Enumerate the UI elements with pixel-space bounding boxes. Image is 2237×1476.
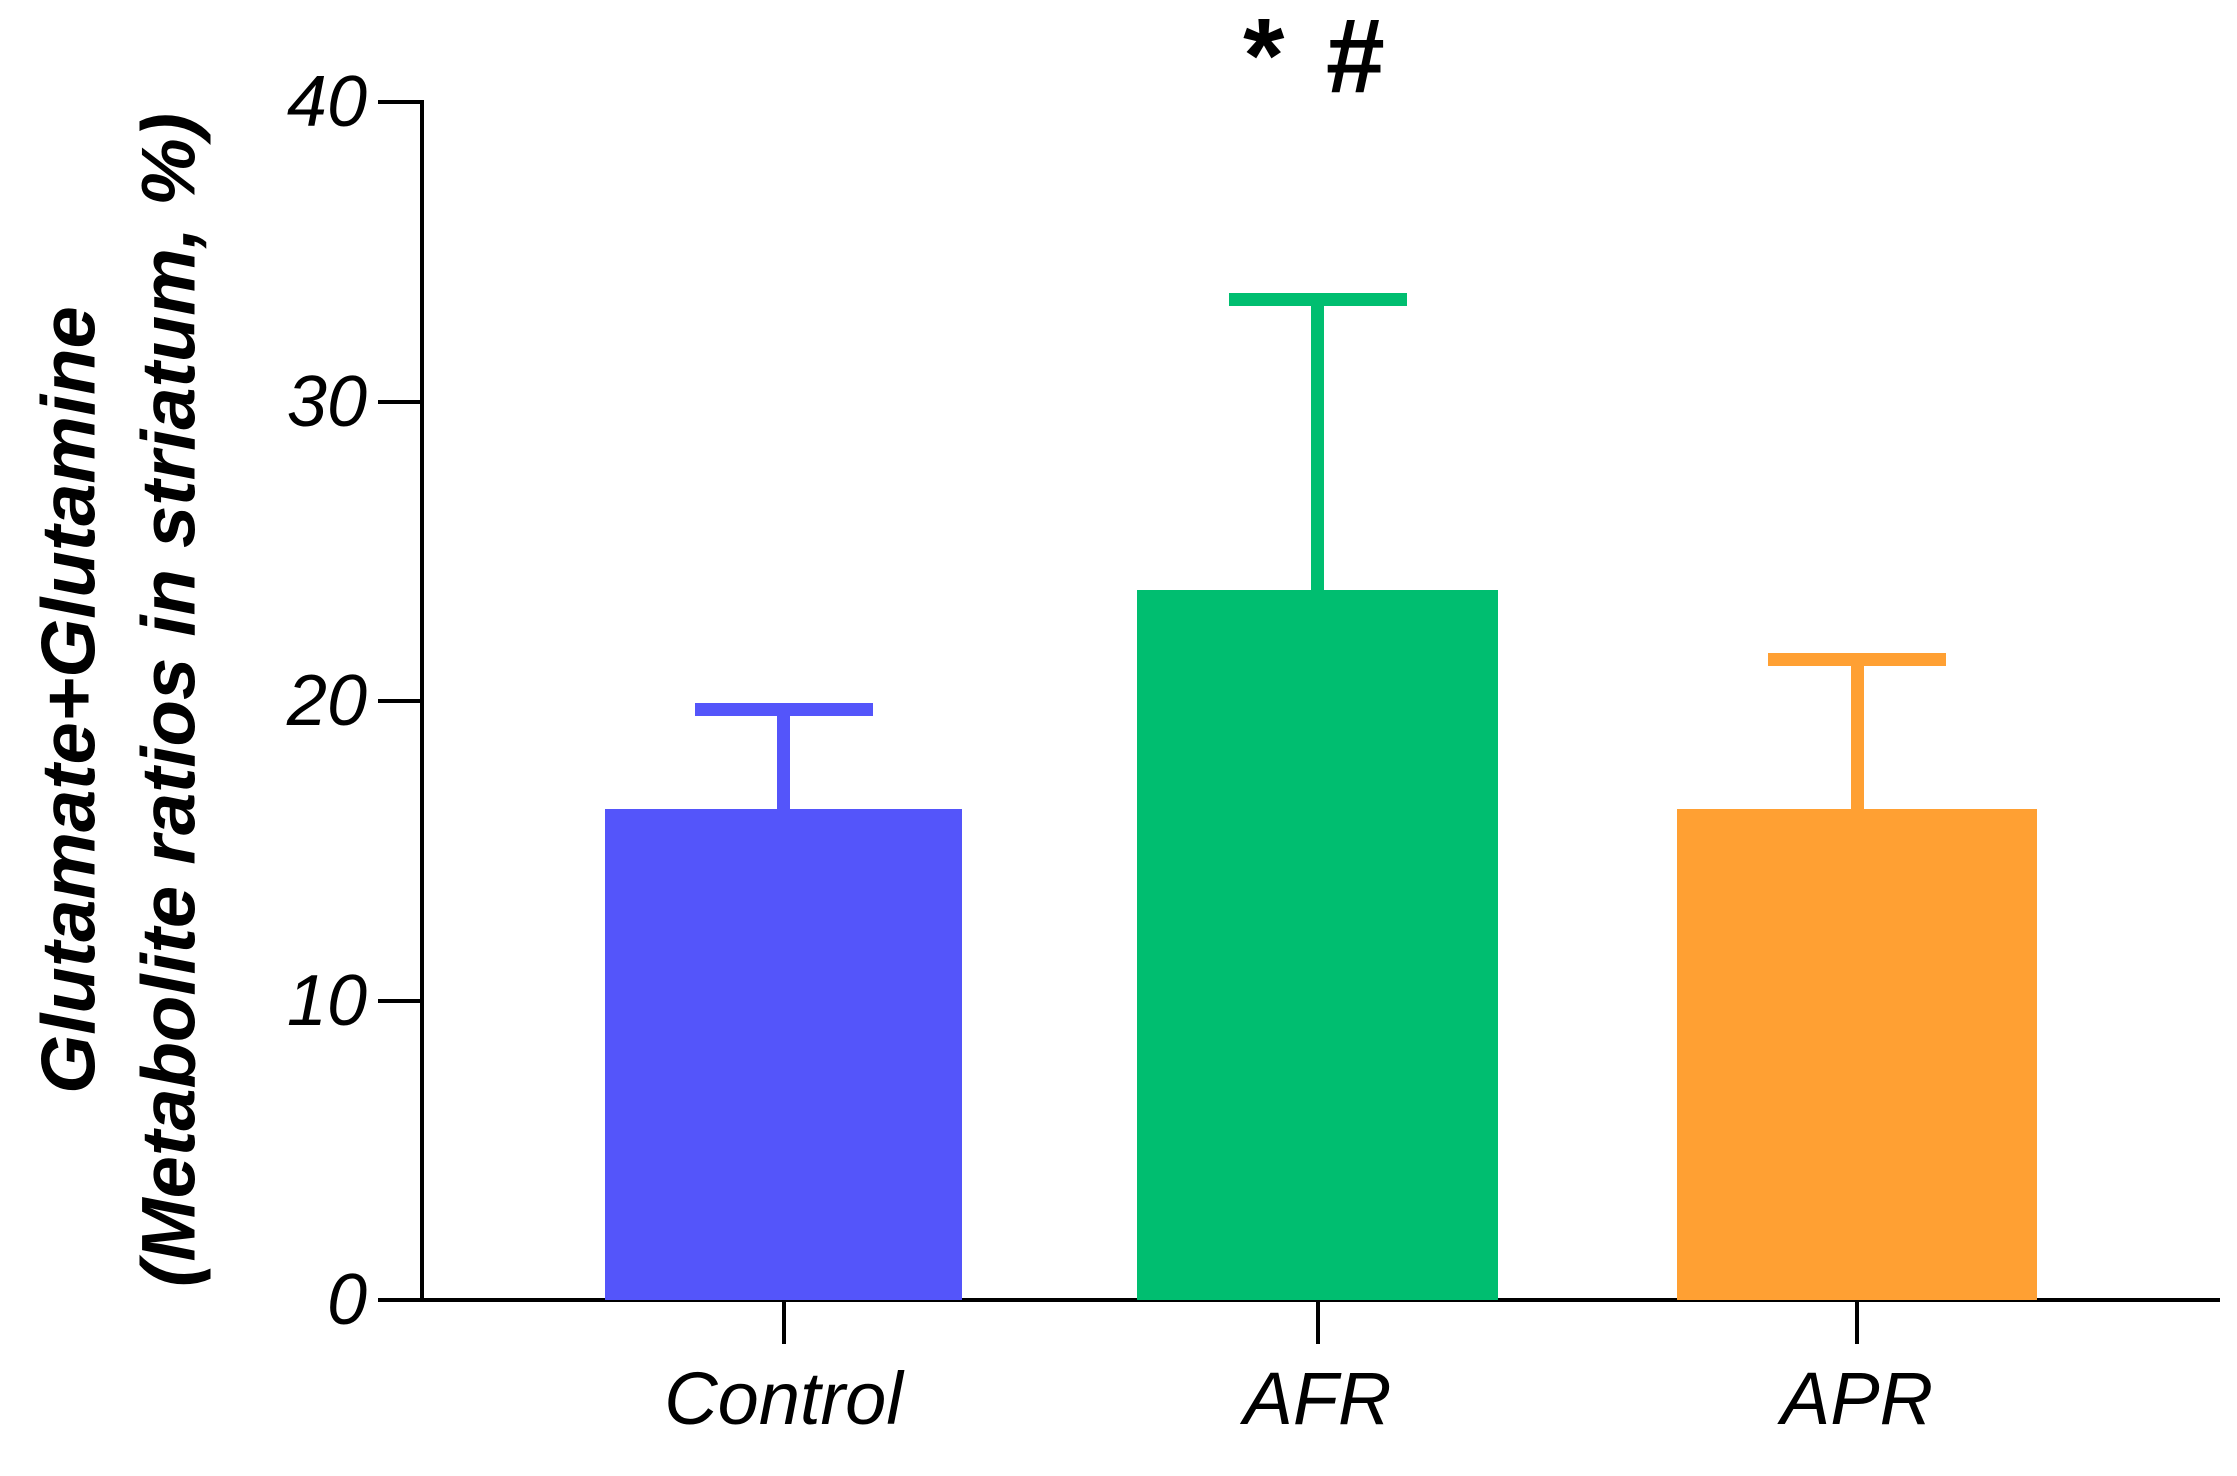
significance-annotation: * # [1243, 0, 1391, 115]
x-axis-tick [1855, 1300, 1859, 1344]
x-axis-tick [781, 1300, 786, 1344]
bar-apr [1677, 808, 2037, 1300]
bar-afr [1137, 590, 1498, 1300]
error-bar-stem-afr [1311, 299, 1324, 591]
error-bar-cap-control [694, 703, 873, 717]
y-tick-label: 20 [286, 661, 367, 741]
x-tick-label-apr: APR [1780, 1357, 1934, 1440]
y-tick-label: 10 [286, 960, 367, 1041]
y-axis-line [420, 100, 424, 1300]
y-tick-label: 30 [286, 361, 367, 442]
error-bar-cap-afr [1228, 293, 1407, 307]
bar-control [605, 808, 962, 1300]
y-axis-tick [378, 699, 422, 703]
x-tick-label-control: Control [664, 1357, 903, 1440]
y-tick-label: 40 [286, 62, 367, 142]
x-axis-tick [1315, 1300, 1320, 1344]
error-bar-stem-apr [1850, 659, 1864, 809]
y-axis-label-line1: Glutamate+Glutamine [26, 306, 112, 1094]
y-axis-tick [378, 998, 422, 1003]
error-bar-stem-control [777, 709, 790, 809]
error-bar-cap-apr [1768, 652, 1946, 666]
y-tick-label: 0 [326, 1260, 367, 1340]
x-tick-label-afr: AFR [1243, 1357, 1392, 1440]
y-axis-tick [378, 100, 422, 104]
x-axis-line [378, 1298, 2220, 1302]
y-axis-tick [378, 399, 422, 404]
